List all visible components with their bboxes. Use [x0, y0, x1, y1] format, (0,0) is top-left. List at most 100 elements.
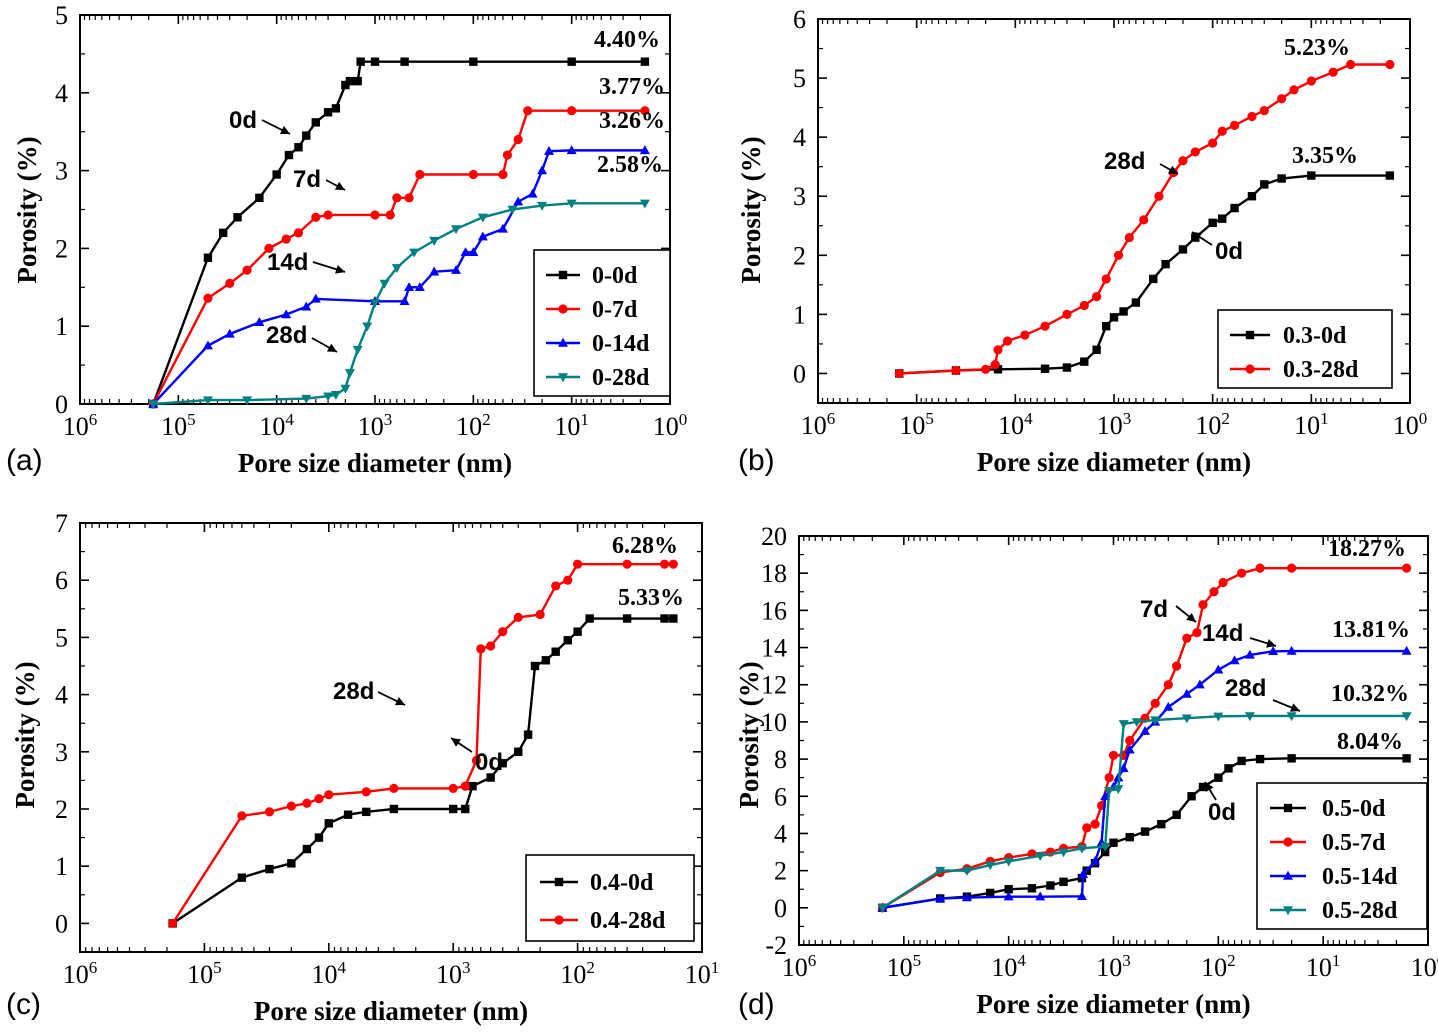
data-point-0-0d — [341, 80, 350, 90]
legend-marker — [1245, 330, 1255, 340]
data-point-0-0d — [311, 118, 320, 127]
y-tick-label: 6 — [793, 5, 806, 34]
data-point-0.3-0d — [1260, 180, 1269, 189]
data-point-0.4-0d — [389, 804, 399, 814]
x-tick-label: 101 — [1294, 409, 1329, 440]
legend-marker — [558, 337, 568, 347]
legend-label: 0-0d — [592, 263, 638, 289]
annotation-arrowhead — [334, 181, 345, 190]
data-point-0.4-28d — [471, 755, 482, 765]
data-point-0.3-0d — [1101, 322, 1111, 331]
data-point-0.5-14d — [1118, 763, 1129, 773]
annotation-arrowhead — [394, 697, 405, 706]
data-point-0.5-28d — [1113, 785, 1124, 795]
data-point-0.5-7d — [1192, 628, 1202, 638]
x-tick-label: 106 — [63, 958, 98, 989]
y-tick-label: 20 — [761, 522, 787, 551]
data-point-0-14d — [301, 301, 312, 311]
x-axis-title: Pore size diameter (nm) — [238, 448, 512, 478]
x-tick-label: 105 — [887, 951, 922, 982]
data-point-0-28d — [639, 199, 650, 209]
x-axis-title: Pore size diameter (nm) — [254, 996, 528, 1026]
data-point-0.4-28d — [168, 918, 178, 929]
data-point-0-28d — [566, 199, 577, 209]
data-point-0.4-0d — [486, 773, 495, 782]
data-point-0.3-0d — [1247, 192, 1257, 201]
data-point-0.4-28d — [302, 798, 312, 808]
data-point-0.5-14d — [1181, 688, 1192, 698]
data-point-0-14d — [497, 223, 508, 233]
annotation-arrowhead — [1167, 165, 1178, 174]
curve-annotation: 28d — [266, 322, 307, 349]
data-point-0.5-0d — [1224, 764, 1233, 773]
y-tick-label: -2 — [765, 931, 787, 960]
data-point-0.4-28d — [659, 559, 670, 569]
data-point-0-7d — [293, 228, 304, 238]
data-point-0.3-28d — [1306, 76, 1316, 86]
data-point-0-0d — [331, 104, 341, 113]
data-point-0-7d — [311, 212, 321, 222]
data-point-0-14d — [639, 145, 650, 155]
data-point-0.4-28d — [513, 612, 523, 622]
y-tick-label: 2 — [793, 241, 806, 270]
data-point-0.4-28d — [264, 807, 275, 817]
legend-label: 0.5-14d — [1322, 864, 1398, 890]
data-point-0.5-0d — [1125, 832, 1134, 842]
data-point-0-7d — [392, 193, 402, 203]
data-point-0.3-28d — [1208, 138, 1218, 148]
data-point-0.3-28d — [1328, 67, 1338, 77]
data-point-0-14d — [468, 247, 479, 256]
chart-panel-3: 106 105 104 103 102 101 100 -2 0 2 4 6 8 10 12 14 16 18 20… — [734, 522, 1438, 1021]
data-point-0.4-0d — [287, 859, 296, 868]
curve-annotation: 0d — [475, 749, 503, 776]
data-point-0.3-28d — [1020, 330, 1030, 340]
data-point-0-14d — [513, 196, 524, 206]
data-point-0.4-28d — [535, 609, 545, 620]
data-point-0.5-0d — [1287, 754, 1296, 763]
data-point-0-0d — [400, 57, 409, 66]
x-tick-label: 106 — [63, 410, 98, 441]
x-tick-label: 105 — [161, 410, 196, 441]
y-tick-label: 5 — [793, 64, 806, 93]
data-point-0.5-14d — [1090, 856, 1101, 866]
x-tick-label: 103 — [436, 958, 471, 989]
legend-label: 0.5-0d — [1322, 796, 1386, 822]
data-point-0.5-7d — [1082, 823, 1092, 833]
data-point-0.5-14d — [1194, 679, 1205, 689]
x-tick-label: 104 — [312, 958, 347, 989]
data-point-0.5-28d — [1035, 852, 1046, 861]
data-point-0.3-0d — [1218, 214, 1227, 223]
data-point-0.5-14d — [1268, 646, 1279, 655]
data-point-0.4-28d — [573, 559, 583, 569]
data-point-0-0d — [272, 170, 281, 179]
data-point-0.5-7d — [1172, 661, 1182, 671]
data-point-0-0d — [284, 150, 294, 160]
end-value-label: 3.26% — [599, 108, 665, 134]
data-point-0.4-28d — [551, 581, 561, 591]
data-point-0.5-0d — [1255, 754, 1265, 764]
data-point-0.3-28d — [1190, 147, 1200, 157]
data-point-0.3-28d — [990, 360, 1000, 370]
y-axis-title: Porosity (%) — [10, 661, 40, 808]
x-tick-label: 101 — [554, 410, 589, 441]
x-tick-label: 100 — [1411, 951, 1438, 982]
end-value-label: 13.81% — [1332, 617, 1410, 643]
data-point-0.5-14d — [1140, 726, 1151, 735]
data-point-0.3-28d — [1092, 292, 1102, 302]
data-point-0-7d — [498, 169, 508, 180]
data-point-0.5-28d — [1401, 712, 1412, 722]
data-point-0-28d — [477, 213, 488, 223]
data-point-0.3-0d — [1062, 363, 1072, 372]
y-tick-label: 6 — [774, 782, 787, 811]
data-point-0.4-0d — [461, 804, 470, 814]
data-point-0-0d — [294, 143, 303, 152]
data-point-0-14d — [281, 309, 292, 319]
end-value-label: 6.28% — [612, 533, 678, 559]
curve-annotation: 0d — [1208, 799, 1236, 826]
data-point-0.4-28d — [476, 644, 486, 654]
data-point-0-14d — [404, 282, 415, 291]
y-tick-label: 4 — [55, 79, 68, 108]
data-point-0-28d — [429, 236, 440, 246]
data-point-0.5-14d — [1003, 891, 1014, 901]
